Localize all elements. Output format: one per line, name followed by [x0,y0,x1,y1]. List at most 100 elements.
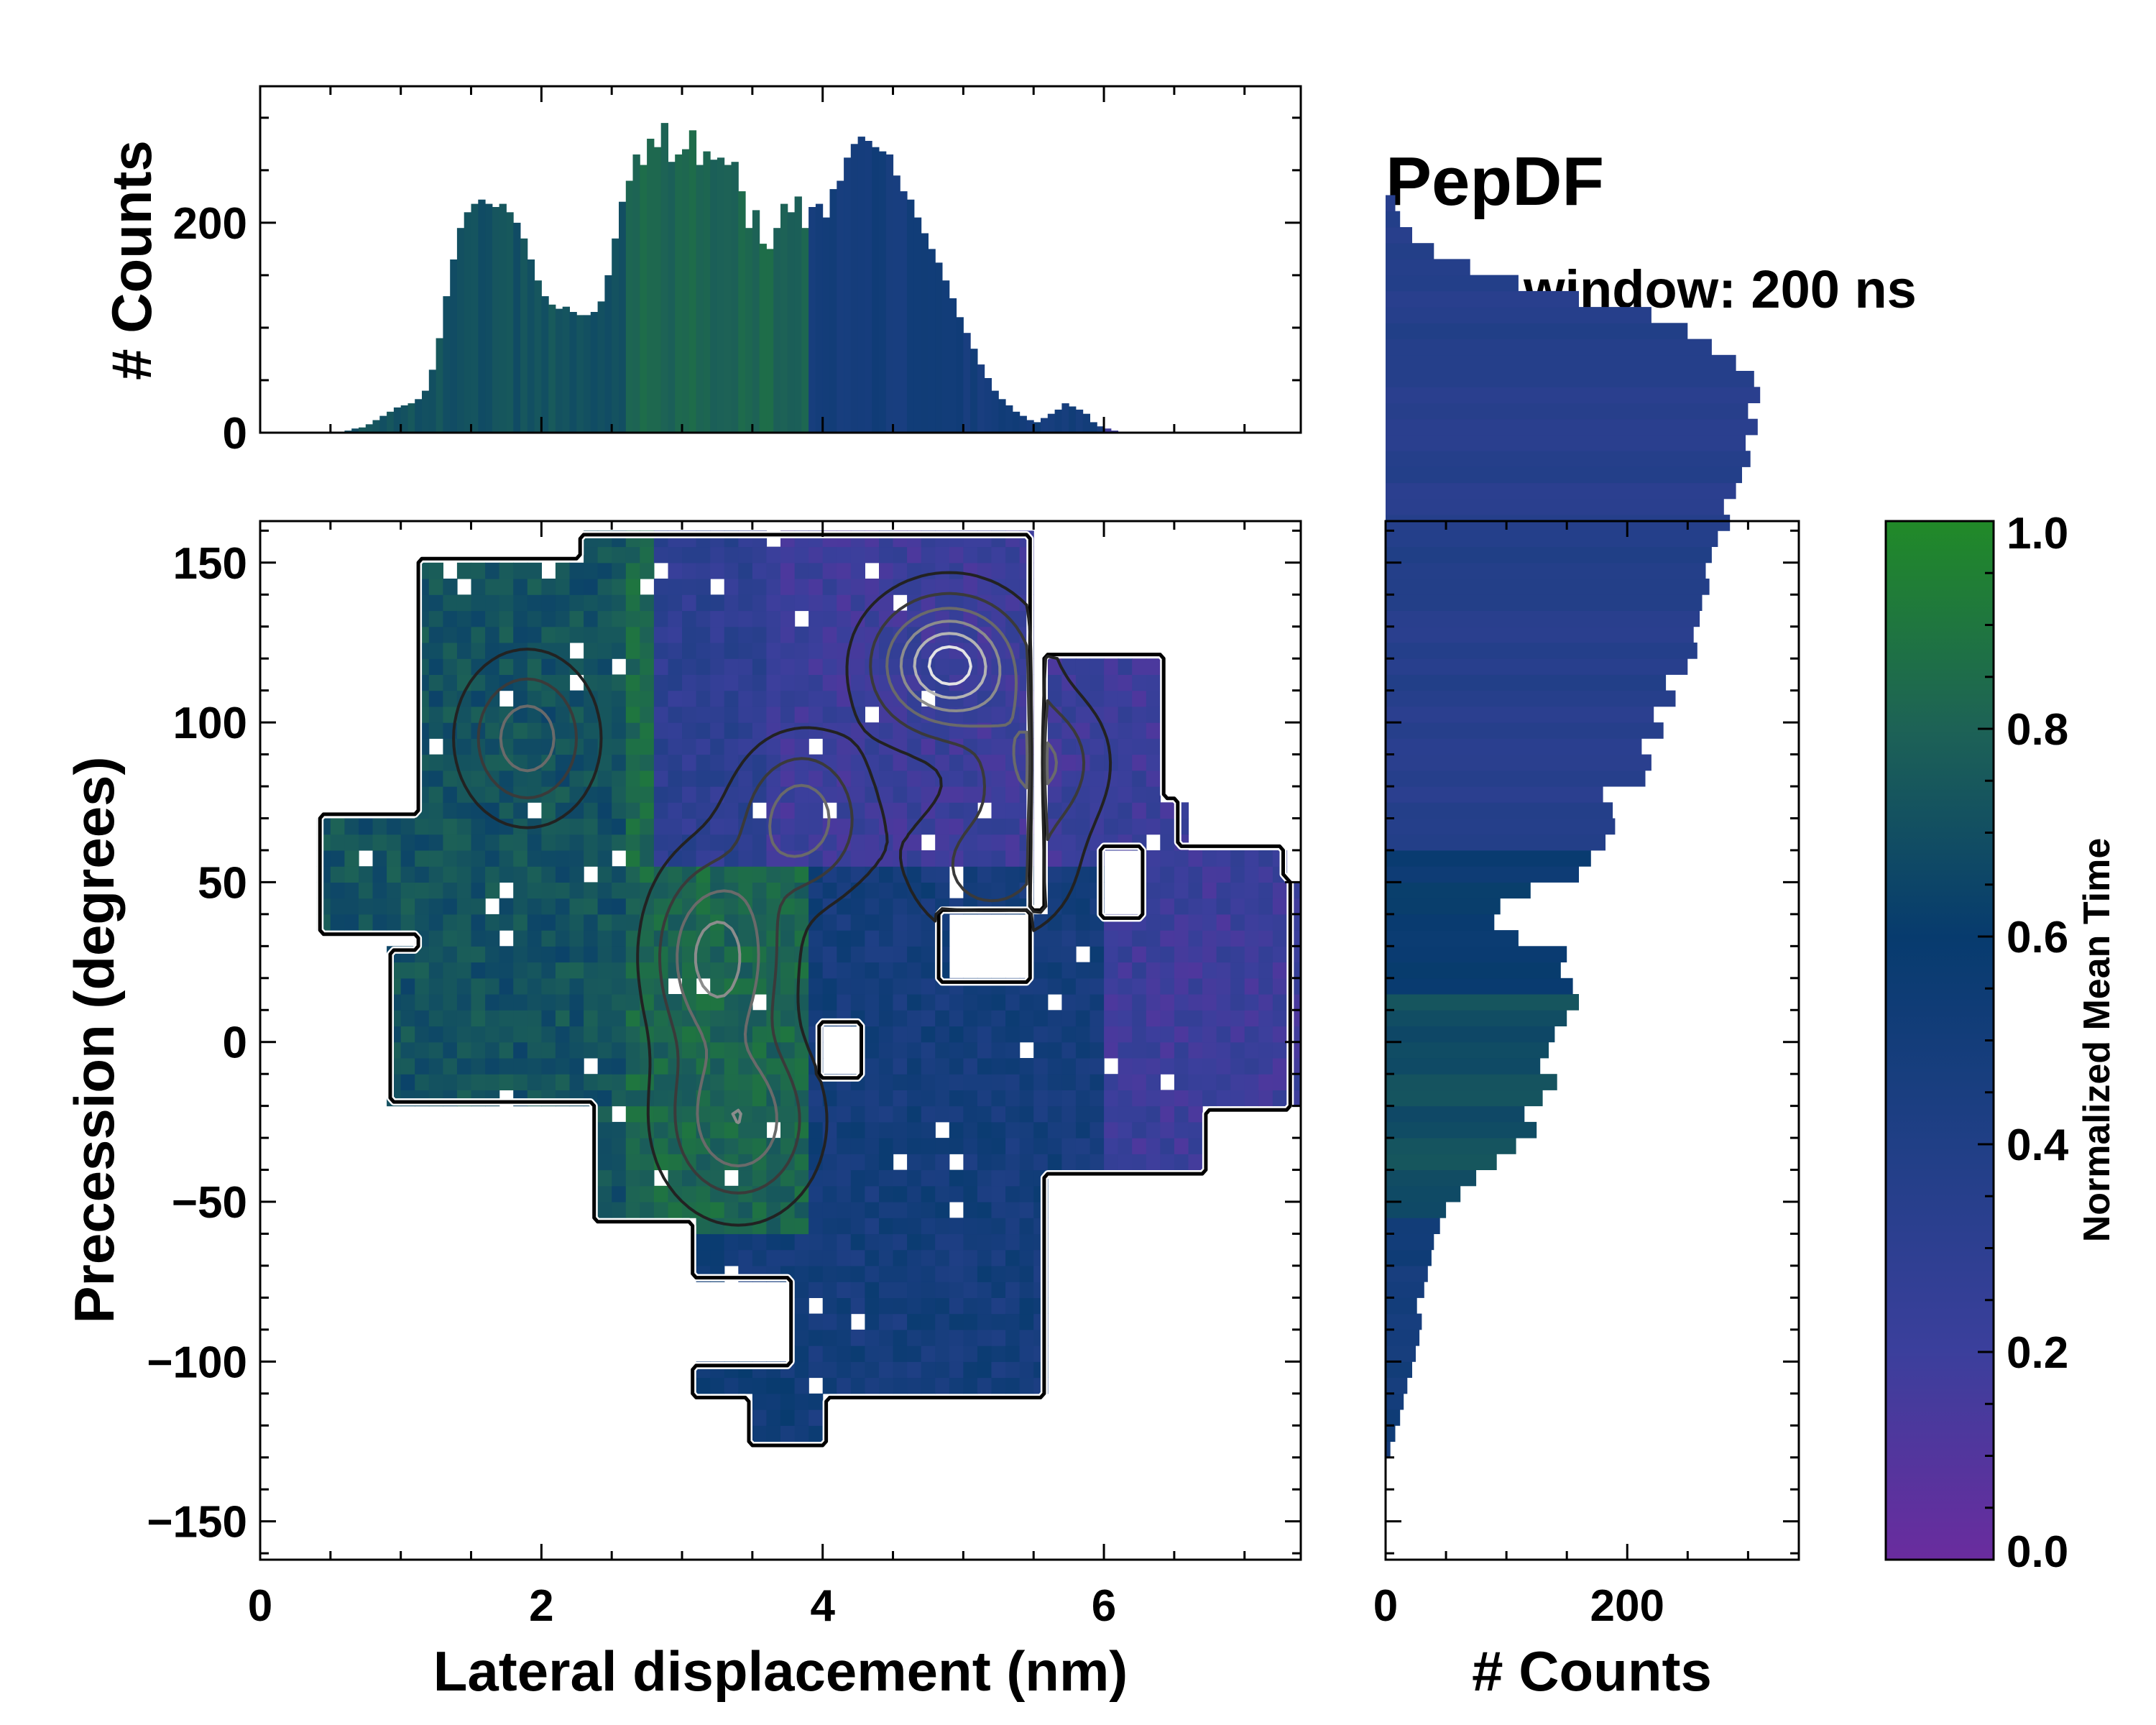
heatmap-cell [1174,898,1189,915]
heatmap-cell [415,1026,430,1043]
right-histogram-bar [1386,770,1646,787]
heatmap-cell [963,1329,978,1346]
heatmap-cell [921,1233,936,1251]
heatmap-cell [499,834,514,851]
heatmap-cell [724,1154,739,1171]
heatmap-cell [780,1138,796,1154]
heatmap-cell [780,818,796,835]
heatmap-cell [1230,866,1245,883]
heatmap-cell [1075,658,1091,675]
heatmap-cell [682,962,697,979]
heatmap-cell [541,962,556,979]
heatmap-cell [977,1377,992,1394]
heatmap-cell [808,1313,824,1330]
heatmap-cell [499,610,514,627]
heatmap-cell [555,946,571,963]
heatmap-cell [428,1058,443,1075]
heatmap-cell [696,1233,711,1251]
heatmap-cell [555,626,571,643]
heatmap-cell [1047,1105,1062,1123]
heatmap-cell [907,914,922,931]
top-histogram-bar [780,203,788,433]
heatmap-cell [963,1361,978,1379]
heatmap-cell [569,962,584,979]
right-histogram-bar [1386,435,1746,451]
heatmap-cell [752,1249,768,1266]
heatmap-cell [513,882,528,899]
right-histogram-bar [1386,866,1579,883]
heatmap-cell [1188,1090,1203,1107]
heatmap-cell [513,658,528,675]
heatmap-cell [1047,674,1062,691]
heatmap-cell [485,818,500,835]
heatmap-cell [1174,850,1189,867]
heatmap-cell [612,882,627,899]
heatmap-cell [415,994,430,1011]
heatmap-cell [569,626,584,643]
heatmap-cell [752,1041,768,1059]
heatmap-cell [935,722,950,739]
heatmap-cell [991,1026,1006,1043]
heatmap-cell [879,610,894,627]
top-histogram-bar [998,399,1006,433]
heatmap-cell [668,738,683,755]
heatmap-cell [359,914,374,931]
heatmap-cell [822,946,837,963]
heatmap-cell [710,1233,725,1251]
heatmap-cell [597,818,612,835]
heatmap-cell [527,930,542,947]
heatmap-cell [499,898,514,915]
top-histogram-bar [844,157,852,433]
heatmap-cell [977,1121,992,1138]
heatmap-cell [499,770,514,787]
heatmap-cell [738,722,753,739]
heatmap-cell [569,658,584,675]
heatmap-cell [1033,946,1049,963]
heatmap-cell [780,914,796,931]
heatmap-cell [682,610,697,627]
heatmap-cell [597,1138,612,1154]
heatmap-cell [612,594,627,612]
heatmap-cell [569,834,584,851]
heatmap-cell [1047,1154,1062,1171]
heatmap-cell [1075,930,1091,947]
heatmap-cell [822,1233,837,1251]
heatmap-cell [963,850,978,867]
heatmap-cell [822,994,837,1011]
top-histogram-bar [703,151,711,433]
heatmap-cell [879,882,894,899]
heatmap-cell [893,610,908,627]
heatmap-cell [1188,930,1203,947]
heatmap-cell [569,882,584,899]
heatmap-cell [780,978,796,995]
heatmap-cell [1061,1026,1077,1043]
heatmap-cell [612,994,627,1011]
heatmap-cell [1089,978,1105,995]
heatmap-cell [949,1313,964,1330]
heatmap-cell [766,610,781,627]
heatmap-cell [1146,930,1161,947]
heatmap-cell [1230,994,1245,1011]
heatmap-cell [1005,1185,1021,1202]
heatmap-cell [1230,882,1245,899]
heatmap-cell [1146,914,1161,931]
main-xtick-label: 0 [248,1581,272,1631]
right-histogram-bar [1386,994,1579,1011]
heatmap-cell [710,1169,725,1187]
top-histogram-bar [443,296,451,433]
heatmap-cell [921,1297,936,1315]
heatmap-cell [1047,978,1062,995]
heatmap-cell [1047,1058,1062,1075]
heatmap-cell [527,1058,542,1075]
heatmap-cell [400,818,415,835]
heatmap-cell [1132,1074,1147,1090]
heatmap-cell [710,690,725,707]
heatmap-cell [724,643,739,659]
heatmap-cell [794,1249,809,1266]
heatmap-cell [612,579,627,595]
heatmap-cell [935,579,950,595]
heatmap-cell [612,818,627,835]
heatmap-cell [879,722,894,739]
heatmap-cell [682,1074,697,1090]
heatmap-cell [668,786,683,803]
